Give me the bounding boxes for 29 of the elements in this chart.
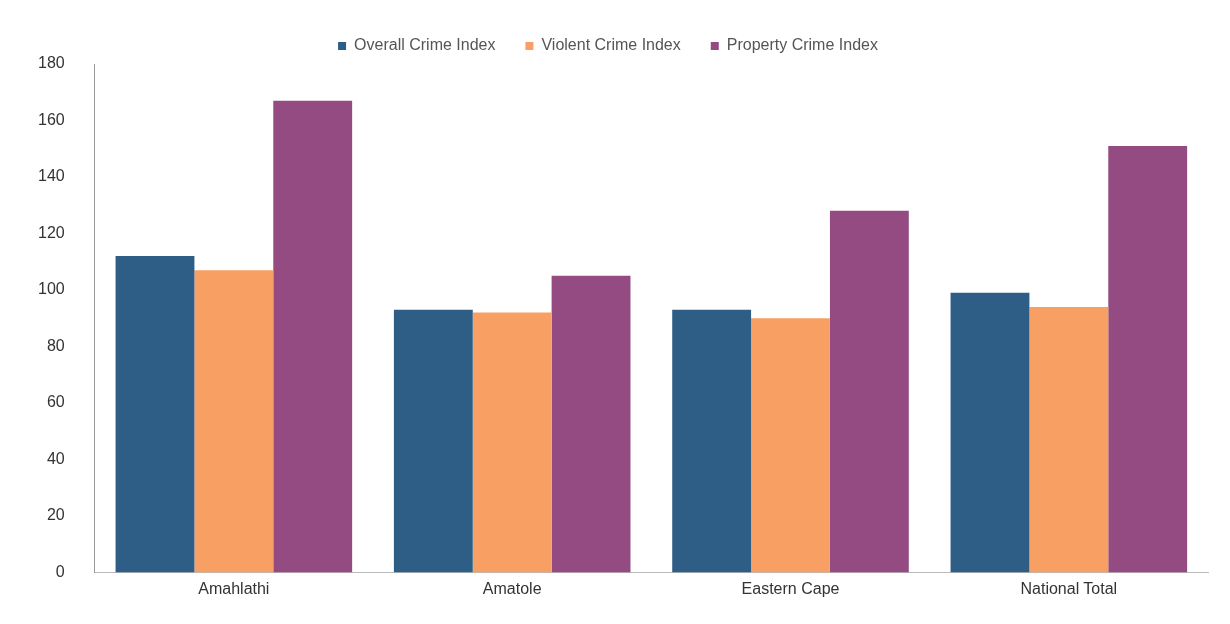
bar	[829, 210, 909, 573]
x-tick-label: Amahlathi	[198, 580, 270, 598]
bar	[472, 312, 552, 573]
bar	[551, 275, 631, 573]
y-tick-label: 60	[46, 393, 65, 411]
y-tick-label: 0	[55, 562, 65, 580]
y-tick-label: 100	[37, 280, 65, 298]
y-tick-label: 80	[46, 336, 65, 354]
y-tick-label: 140	[37, 167, 65, 185]
legend-label: Overall Crime Index	[354, 36, 496, 54]
bar	[273, 100, 353, 573]
bar	[672, 309, 752, 573]
x-tick-label: Eastern Cape	[741, 580, 840, 598]
x-tick-label: Amatole	[482, 580, 542, 598]
y-tick-label: 120	[37, 223, 65, 241]
bar	[115, 256, 195, 573]
y-tick-label: 180	[37, 54, 65, 72]
bar	[393, 309, 473, 573]
x-tick-label: National Total	[1020, 580, 1118, 598]
y-tick-label: 20	[46, 506, 65, 524]
legend-label: Property Crime Index	[726, 36, 878, 54]
bar	[950, 292, 1030, 573]
bar	[194, 270, 274, 573]
y-tick-label: 40	[46, 449, 65, 467]
bar	[1108, 145, 1188, 573]
bar	[751, 318, 830, 573]
legend-label: Violent Crime Index	[541, 36, 681, 54]
y-tick-label: 160	[37, 110, 65, 128]
bar	[1029, 306, 1109, 573]
